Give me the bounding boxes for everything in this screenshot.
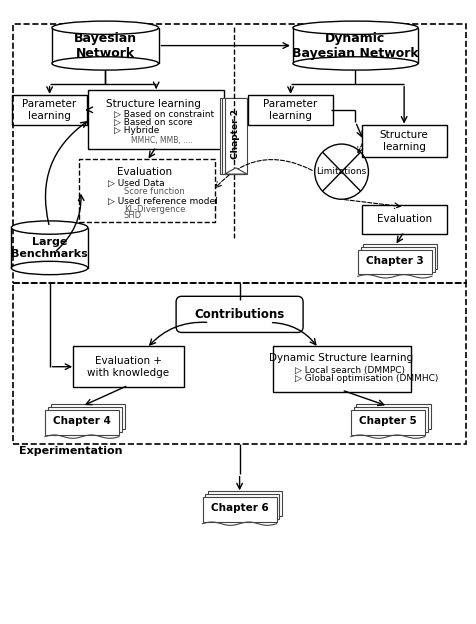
Bar — [202, 497, 276, 522]
FancyBboxPatch shape — [79, 159, 214, 222]
Text: Chapter 6: Chapter 6 — [210, 503, 268, 513]
Bar — [205, 494, 279, 519]
FancyBboxPatch shape — [88, 90, 224, 149]
FancyBboxPatch shape — [361, 205, 446, 233]
Text: Chapter 5: Chapter 5 — [358, 416, 416, 426]
Bar — [356, 404, 430, 429]
Bar — [208, 491, 282, 516]
Text: Evaluation: Evaluation — [117, 167, 172, 177]
Text: Chapter 4: Chapter 4 — [53, 416, 111, 426]
Text: Score function: Score function — [123, 187, 184, 196]
Text: Dynamic Structure learning: Dynamic Structure learning — [269, 353, 413, 363]
FancyBboxPatch shape — [12, 95, 87, 125]
Ellipse shape — [11, 261, 88, 275]
FancyBboxPatch shape — [176, 296, 302, 333]
Text: Contributions: Contributions — [194, 308, 284, 321]
Text: Experimentation: Experimentation — [20, 446, 123, 456]
Text: Parameter
learning: Parameter learning — [22, 99, 77, 120]
Text: Structure learning: Structure learning — [106, 99, 201, 109]
FancyBboxPatch shape — [272, 346, 410, 392]
Bar — [224, 98, 247, 174]
Bar — [48, 407, 122, 432]
Text: Chapter 2: Chapter 2 — [231, 109, 240, 158]
Text: Evaluation: Evaluation — [376, 214, 431, 224]
Bar — [360, 247, 434, 271]
Text: Evaluation +
with knowledge: Evaluation + with knowledge — [87, 356, 169, 378]
Text: ▷ Based on constraint: ▷ Based on constraint — [114, 110, 214, 119]
Polygon shape — [224, 168, 247, 174]
Text: SHD: SHD — [123, 212, 141, 220]
Text: ▷ Used Data: ▷ Used Data — [107, 179, 164, 188]
Text: Parameter
learning: Parameter learning — [263, 99, 317, 120]
Text: KL-Divergence: KL-Divergence — [123, 205, 185, 214]
Text: Limitations: Limitations — [316, 167, 366, 176]
Text: ▷ Used reference model: ▷ Used reference model — [107, 197, 217, 206]
Bar — [50, 404, 124, 429]
Text: MMHC, MMB, ....: MMHC, MMB, .... — [130, 136, 192, 145]
FancyBboxPatch shape — [73, 346, 183, 387]
Ellipse shape — [52, 57, 158, 70]
Polygon shape — [52, 27, 158, 64]
Text: Chapter 3: Chapter 3 — [365, 256, 423, 266]
Bar — [220, 98, 242, 174]
Text: ▷ Global optimisation (DMMHC): ▷ Global optimisation (DMMHC) — [295, 374, 437, 383]
Bar — [222, 98, 244, 174]
Polygon shape — [292, 27, 417, 64]
FancyBboxPatch shape — [248, 95, 332, 125]
Text: ▷ Based on score: ▷ Based on score — [114, 118, 193, 127]
Ellipse shape — [11, 221, 88, 234]
Polygon shape — [11, 228, 88, 268]
Bar — [350, 410, 424, 435]
FancyBboxPatch shape — [361, 125, 446, 157]
Text: Large
Benchmarks: Large Benchmarks — [11, 237, 88, 258]
Ellipse shape — [52, 21, 158, 34]
Ellipse shape — [292, 21, 417, 34]
Bar — [45, 410, 119, 435]
Text: Structure
learning: Structure learning — [379, 130, 427, 152]
Text: Dynamic
Bayesian Network: Dynamic Bayesian Network — [291, 32, 418, 60]
Bar — [353, 407, 427, 432]
Text: ▷ Local search (DMMPC): ▷ Local search (DMMPC) — [295, 366, 405, 374]
Text: Bayesian
Network: Bayesian Network — [73, 32, 137, 60]
Bar — [357, 250, 431, 275]
Bar — [363, 244, 436, 269]
Ellipse shape — [292, 57, 417, 70]
Text: ▷ Hybride: ▷ Hybride — [114, 126, 159, 135]
